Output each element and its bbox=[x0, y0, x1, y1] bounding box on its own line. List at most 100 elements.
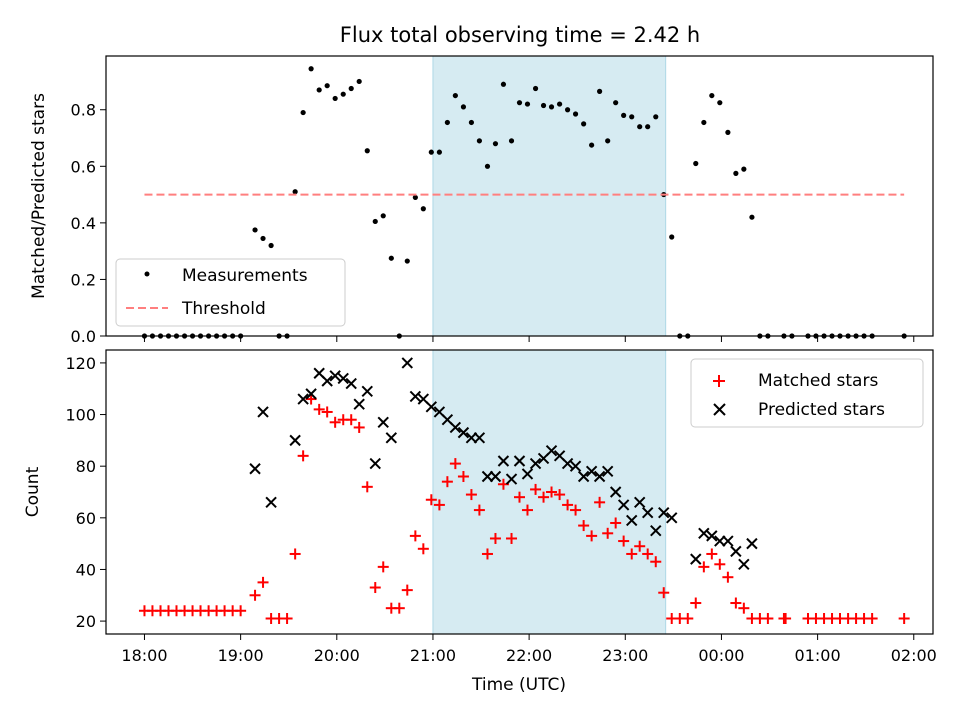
matched-star-point bbox=[682, 613, 694, 625]
matched-star-point bbox=[305, 393, 317, 405]
y-tick-label: 40 bbox=[76, 560, 96, 579]
legend-predicted-marker bbox=[713, 403, 726, 416]
matched-star-point bbox=[433, 499, 445, 511]
y-tick-label: 0.2 bbox=[71, 270, 96, 289]
y-tick-label: 0.6 bbox=[71, 157, 96, 176]
measurement-point bbox=[356, 78, 362, 85]
matched-star-point bbox=[289, 548, 301, 560]
measurement-point bbox=[709, 92, 715, 99]
measurement-point bbox=[388, 255, 394, 261]
predicted-star-point bbox=[561, 457, 574, 470]
measurement-point bbox=[693, 160, 699, 167]
top-x-ticks bbox=[143, 336, 915, 342]
predicted-star-point bbox=[337, 372, 349, 385]
matched-star-point bbox=[457, 471, 469, 483]
matched-star-point bbox=[393, 602, 405, 614]
y-tick-label: 0.4 bbox=[71, 214, 96, 233]
predicted-star-point bbox=[585, 465, 598, 478]
bottom-x-ticks: 18:00 19:00 20:00 21:00 22:00 23:00 00:00 01:00… bbox=[121, 634, 937, 665]
x-tick-label: 20:00 bbox=[314, 646, 360, 665]
measurement-point bbox=[749, 214, 755, 220]
measurement-point bbox=[292, 189, 298, 195]
matched-star-point bbox=[570, 504, 582, 516]
matched-star-point bbox=[738, 602, 750, 614]
measurement-point bbox=[412, 194, 418, 201]
x-tick-label: 21:00 bbox=[410, 646, 456, 665]
predicted-star-point bbox=[730, 545, 742, 558]
matched-star-point bbox=[321, 406, 333, 418]
y-tick-label: 60 bbox=[76, 509, 96, 528]
matched-star-point bbox=[281, 613, 293, 625]
predicted-star-point bbox=[698, 527, 710, 540]
measurement-point bbox=[717, 100, 723, 106]
matched-star-point bbox=[658, 587, 670, 599]
measurement-point bbox=[725, 129, 731, 135]
matched-star-point bbox=[329, 416, 341, 428]
measurement-point bbox=[428, 149, 434, 155]
matched-star-point bbox=[594, 496, 606, 508]
matched-star-point bbox=[353, 421, 365, 433]
legend-matched-label: Matched stars bbox=[758, 371, 878, 391]
measurement-point bbox=[564, 107, 571, 113]
measurement-point bbox=[404, 258, 410, 264]
predicted-star-point bbox=[489, 470, 502, 483]
predicted-star-point bbox=[249, 463, 261, 475]
matched-star-point bbox=[586, 530, 598, 542]
measurement-point bbox=[669, 234, 675, 240]
matched-star-point bbox=[449, 458, 461, 470]
measurement-point bbox=[741, 166, 747, 172]
matched-star-point bbox=[417, 543, 429, 555]
matched-star-point bbox=[481, 548, 493, 560]
legend-measurements-label: Measurements bbox=[182, 266, 308, 286]
measurement-point bbox=[621, 112, 627, 118]
measurement-point bbox=[597, 88, 603, 94]
predicted-star-point bbox=[601, 465, 614, 478]
legend-threshold-label: Threshold bbox=[181, 299, 266, 319]
matched-star-point bbox=[546, 486, 558, 498]
measurement-point bbox=[701, 119, 707, 126]
predicted-star-point bbox=[706, 530, 718, 542]
predicted-star-point bbox=[497, 455, 510, 467]
x-tick-label: 23:00 bbox=[602, 646, 648, 665]
matched-star-point bbox=[626, 548, 638, 560]
matched-star-point bbox=[730, 597, 742, 609]
matched-star-point bbox=[235, 605, 247, 617]
measurement-point bbox=[653, 114, 659, 120]
bottom-axes-frame bbox=[105, 349, 934, 635]
predicted-star-point bbox=[722, 535, 734, 547]
y-tick-label: 100 bbox=[65, 406, 96, 425]
predicted-star-point bbox=[569, 460, 582, 472]
chart-title: Flux total observing time = 2.42 h bbox=[340, 23, 700, 47]
matched-star-point bbox=[642, 548, 654, 560]
top-legend: Measurements Threshold bbox=[115, 258, 346, 327]
measurement-point bbox=[637, 124, 643, 130]
measurement-point bbox=[733, 170, 739, 176]
predicted-star-point bbox=[449, 421, 462, 434]
matched-star-point bbox=[465, 489, 477, 501]
predicted-star-point bbox=[666, 512, 678, 524]
predicted-star-point bbox=[738, 558, 750, 570]
matched-star-point bbox=[489, 532, 501, 544]
matched-star-point bbox=[401, 584, 413, 596]
matched-star-point bbox=[562, 499, 574, 511]
y-tick-label: 0.0 bbox=[71, 327, 96, 346]
bottom-y-ticks: 20 40 60 80 100 120 bbox=[65, 354, 106, 631]
x-axis-label: Time (UTC) bbox=[471, 675, 566, 695]
predicted-star-point bbox=[257, 406, 269, 418]
predicted-star-point bbox=[746, 537, 758, 550]
matched-star-point bbox=[377, 561, 389, 573]
measurement-point bbox=[252, 227, 258, 233]
predicted-star-point bbox=[369, 457, 381, 470]
top-axes-frame bbox=[105, 55, 934, 337]
measurement-point bbox=[589, 142, 595, 148]
bottom-y-axis-label: Count bbox=[23, 466, 43, 517]
top-shaded-region bbox=[432, 55, 667, 337]
top-panel: Flux total observing time = 2.42 h 0.0 0.… bbox=[29, 23, 934, 346]
matched-star-point bbox=[634, 540, 646, 552]
matched-star-point bbox=[473, 504, 485, 516]
predicted-star-point bbox=[401, 357, 413, 369]
matched-star-point bbox=[297, 450, 309, 462]
matched-star-point bbox=[618, 535, 630, 547]
bottom-legend: Matched stars Predicted stars bbox=[690, 358, 924, 428]
matched-star-point bbox=[425, 494, 437, 506]
